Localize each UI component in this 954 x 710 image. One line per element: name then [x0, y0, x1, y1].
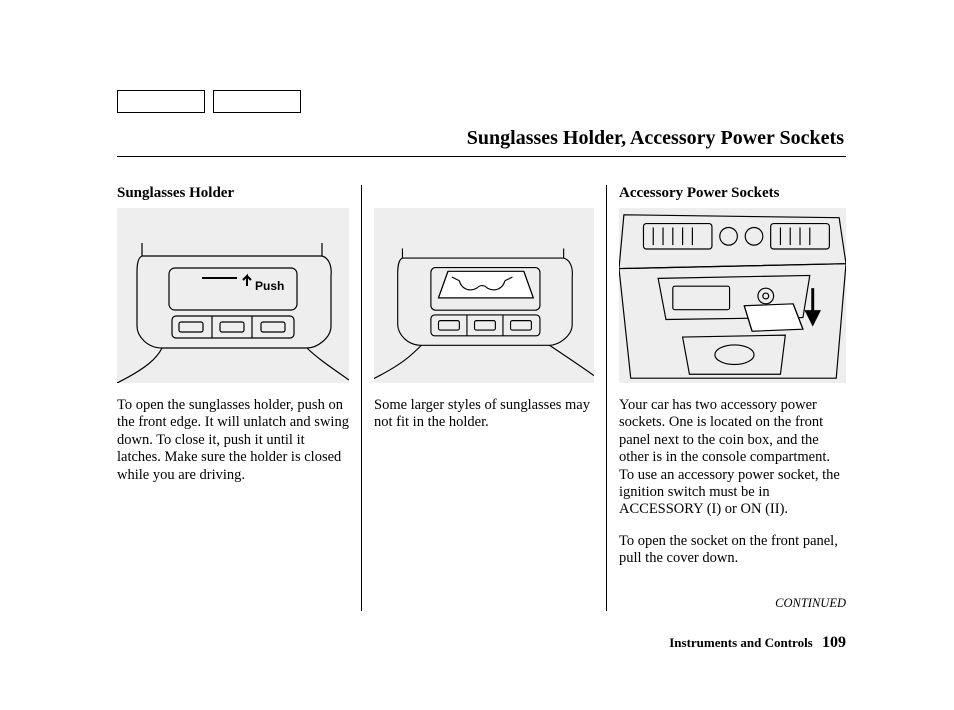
page-footer: Instruments and Controls 109 [669, 634, 846, 652]
content-columns: Sunglasses Holder [117, 185, 846, 611]
column-sunglasses-open: Some larger styles of sunglasses may not… [361, 185, 606, 611]
page-title: Sunglasses Holder, Accessory Power Socke… [117, 127, 846, 150]
continued-label: CONTINUED [619, 596, 846, 611]
sunglasses-open-illustration [374, 208, 594, 383]
header-box-2 [213, 90, 301, 113]
heading-sunglasses: Sunglasses Holder [117, 185, 349, 202]
text-power-sockets-2: To open the socket on the front panel, p… [619, 533, 846, 568]
title-rule [117, 156, 846, 157]
column-power-sockets: Accessory Power Sockets [606, 185, 846, 611]
text-sunglasses-open: To open the sunglasses holder, push on t… [117, 397, 349, 484]
footer-section: Instruments and Controls [669, 635, 813, 650]
figure-sunglasses-closed: Push [117, 208, 349, 383]
header-box-1 [117, 90, 205, 113]
push-label: Push [255, 279, 284, 293]
page-number: 109 [822, 634, 846, 651]
column-sunglasses-holder: Sunglasses Holder [117, 185, 361, 611]
text-power-sockets-1: Your car has two accessory power sockets… [619, 397, 846, 519]
heading-blank [374, 185, 594, 202]
figure-power-socket [619, 208, 846, 383]
sunglasses-closed-illustration: Push [117, 208, 349, 383]
power-socket-illustration [619, 208, 846, 383]
text-sunglasses-fit: Some larger styles of sunglasses may not… [374, 397, 594, 432]
figure-sunglasses-open [374, 208, 594, 383]
header-boxes [117, 90, 301, 113]
heading-power-sockets: Accessory Power Sockets [619, 185, 846, 202]
manual-page: Sunglasses Holder, Accessory Power Socke… [0, 0, 954, 710]
